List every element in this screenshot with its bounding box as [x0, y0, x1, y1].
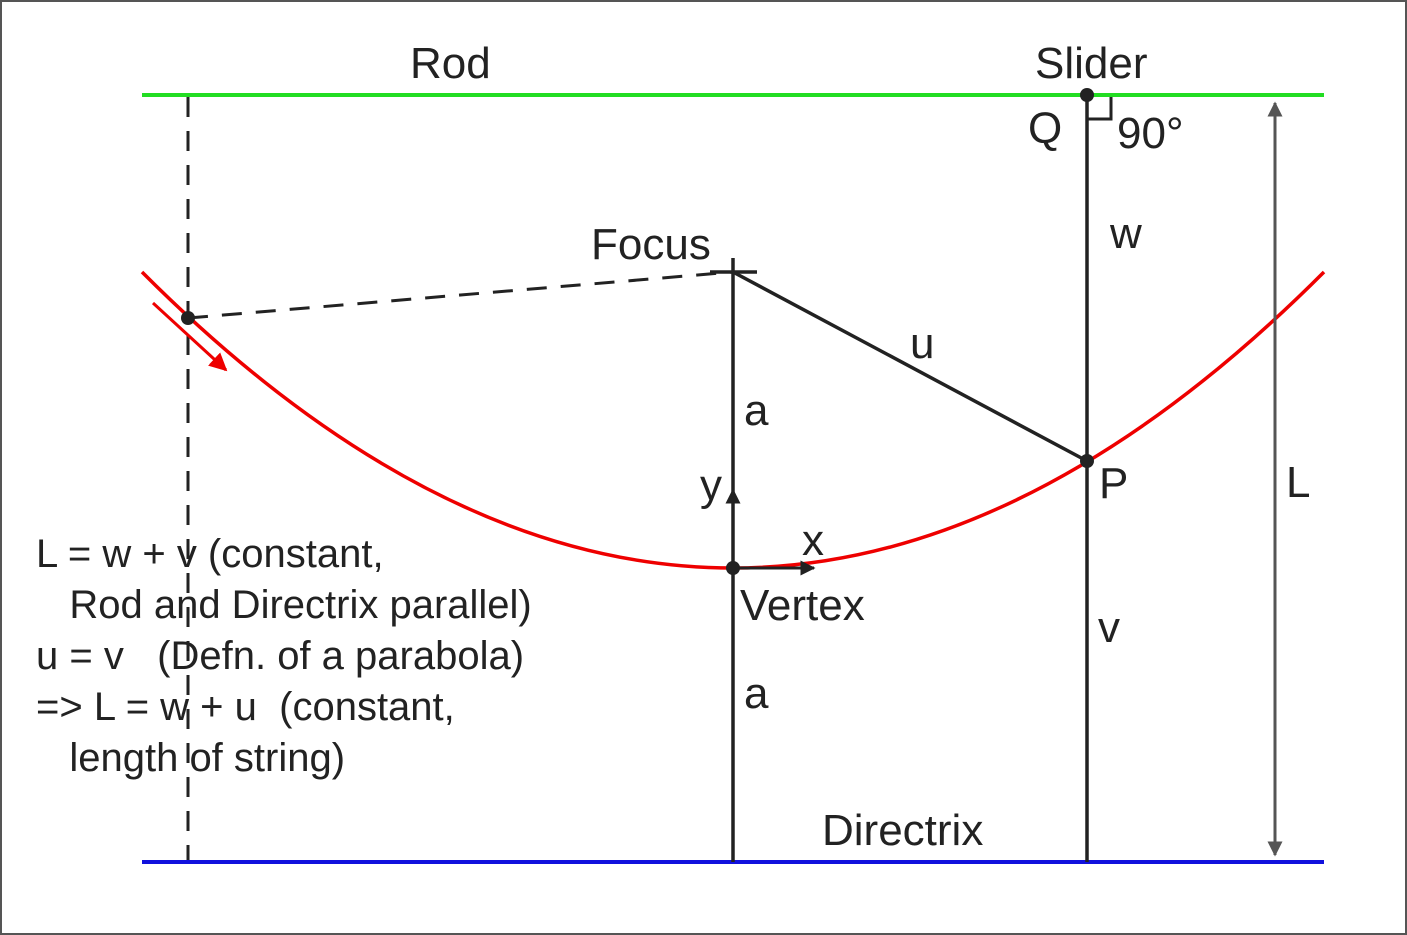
l-label: L	[1286, 458, 1310, 507]
equation-line-3: u = v (Defn. of a parabola)	[36, 634, 524, 678]
p-label: P	[1099, 459, 1128, 508]
right-angle-mark	[1087, 97, 1113, 121]
slider-point-q	[1080, 88, 1094, 102]
point-p	[1080, 454, 1094, 468]
x-label: x	[802, 516, 824, 565]
equation-line-1: L = w + v (constant,	[36, 532, 384, 576]
motion-arrow	[151, 301, 228, 372]
equation-line-4: => L = w + u (constant,	[36, 685, 455, 729]
left-curve-point	[181, 311, 195, 325]
a-upper-label: a	[744, 386, 769, 435]
equation-line-2: Rod and Directrix parallel)	[36, 583, 532, 627]
w-label: w	[1109, 209, 1142, 258]
u-label: u	[910, 319, 934, 368]
a-lower-label: a	[744, 669, 769, 718]
left-dashed-string	[187, 270, 734, 320]
equation-line-5: length of string)	[36, 736, 345, 780]
slider-label: Slider	[1035, 39, 1148, 88]
directrix-label: Directrix	[822, 806, 983, 855]
vertex-label: Vertex	[740, 581, 865, 630]
string-focus-to-p	[732, 270, 1088, 463]
angle-label: 90°	[1117, 109, 1184, 158]
q-label: Q	[1028, 104, 1062, 153]
vertex-point	[726, 561, 740, 575]
y-label: y	[700, 461, 722, 510]
v-label: v	[1098, 603, 1120, 652]
focus-label: Focus	[591, 220, 711, 269]
rod-label: Rod	[410, 39, 491, 88]
